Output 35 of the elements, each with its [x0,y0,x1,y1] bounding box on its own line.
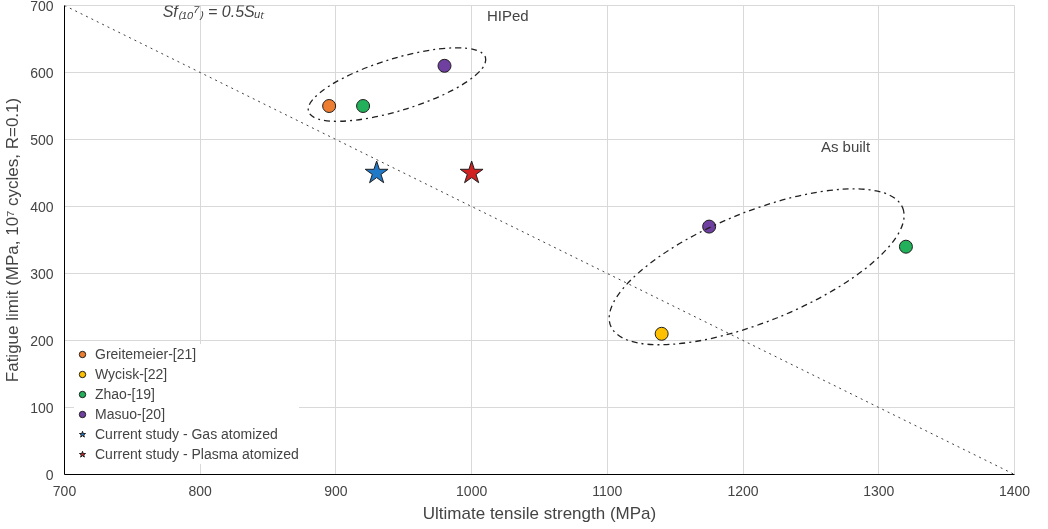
y-tick-label: 100 [30,399,54,416]
legend-label: Current study - Gas atomized [95,425,278,443]
point [898,239,913,254]
annotation: HIPed [487,7,529,25]
y-tick-label: 400 [30,198,54,215]
point [459,160,484,184]
annotation: As built [820,137,871,155]
point [356,99,371,113]
x-tick-label: 1000 [456,482,488,499]
x-tick-label: 1300 [863,482,895,499]
y-tick-label: 200 [30,332,54,349]
x-tick-label: 700 [52,482,77,499]
x-tick-label: 1100 [592,482,623,499]
y-tick-label: 500 [30,131,54,148]
x-tick-label: 1200 [727,482,759,499]
y-tick-label: 600 [30,64,54,81]
annotation: Sf₍₁₀⁷₎ = 0.5Sᵤₜ [162,2,266,20]
y-tick-label: 300 [30,265,54,282]
y-axis-title: Fatigue limit (MPa, 10⁷ cycles, R=0.1) [3,97,23,383]
point [654,326,669,341]
legend-label: Wycisk-[22] [95,365,168,383]
legend-label: Masuo-[20] [95,405,166,423]
legend-label: Zhao-[19] [95,385,155,403]
x-tick-label: 900 [324,482,348,499]
point [322,99,337,113]
point [437,58,452,73]
point [702,219,717,234]
legend-label: Greitemeier-[21] [95,345,197,363]
x-axis-title: Ultimate tensile strength (MPa) [422,503,657,523]
x-tick-label: 1400 [998,482,1031,499]
legend-label: Current study - Plasma atomized [95,445,299,463]
y-tick-label: 700 [30,0,54,14]
y-tick-label: 0 [45,466,54,483]
x-tick-label: 800 [188,482,213,499]
point [364,160,389,184]
